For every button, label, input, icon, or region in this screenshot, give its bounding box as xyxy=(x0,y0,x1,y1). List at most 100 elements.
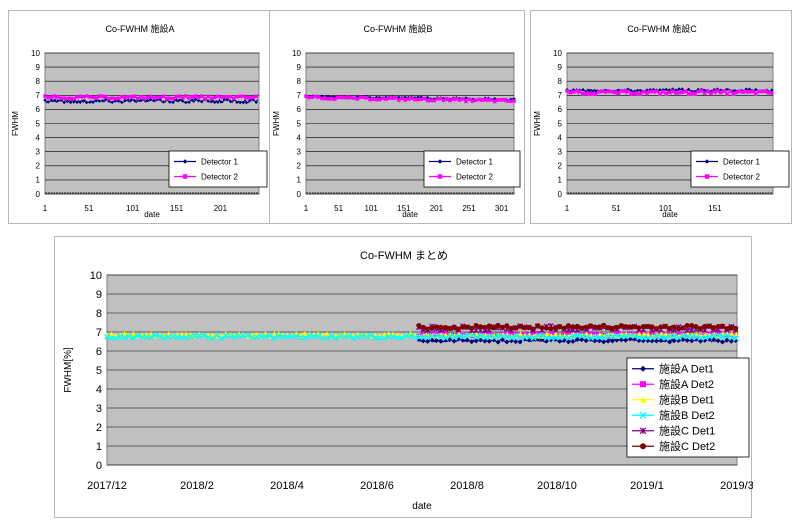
data-point xyxy=(384,97,388,101)
data-point xyxy=(420,334,427,341)
data-point xyxy=(473,323,479,329)
data-point xyxy=(689,338,695,344)
data-point xyxy=(651,89,656,94)
data-point xyxy=(429,325,435,331)
data-point xyxy=(606,89,611,93)
data-point xyxy=(640,334,647,341)
data-point xyxy=(171,100,175,105)
data-point xyxy=(126,94,130,99)
data-point xyxy=(448,98,452,103)
data-point xyxy=(403,95,407,100)
data-point xyxy=(455,336,461,342)
data-point xyxy=(684,323,690,329)
data-point xyxy=(455,326,461,332)
data-point xyxy=(731,91,736,96)
data-point xyxy=(139,98,143,103)
data-point xyxy=(667,333,674,339)
data-point xyxy=(552,334,559,341)
x-tick-label: 2019/3 xyxy=(720,480,753,492)
data-point xyxy=(658,337,664,343)
data-point xyxy=(425,326,431,332)
data-point xyxy=(561,325,567,331)
data-point xyxy=(526,334,533,341)
data-point xyxy=(425,98,430,103)
data-point xyxy=(521,325,527,331)
data-point xyxy=(583,333,590,340)
data-point xyxy=(177,94,182,98)
data-point xyxy=(530,334,537,341)
y-tick-label: 2 xyxy=(558,162,563,171)
data-point xyxy=(438,333,445,340)
data-point xyxy=(275,332,282,339)
data-point xyxy=(662,335,669,342)
data-point xyxy=(271,335,278,341)
data-point xyxy=(712,89,716,94)
data-point xyxy=(603,90,608,94)
data-point xyxy=(190,94,194,99)
y-tick-label: 0 xyxy=(36,190,41,199)
data-point xyxy=(632,91,636,96)
data-point xyxy=(614,324,620,330)
data-point xyxy=(235,94,239,99)
data-point xyxy=(706,89,710,93)
data-point xyxy=(139,95,143,99)
data-point xyxy=(658,88,662,92)
y-tick-label: 9 xyxy=(36,63,41,72)
data-point xyxy=(689,333,696,340)
data-point xyxy=(413,97,417,102)
data-point xyxy=(649,324,655,330)
data-point xyxy=(339,95,343,99)
data-point xyxy=(442,337,448,343)
data-point xyxy=(605,325,611,331)
data-point xyxy=(393,96,398,100)
series-1 xyxy=(43,97,259,105)
data-point xyxy=(441,98,446,103)
data-point xyxy=(464,99,468,104)
data-point xyxy=(616,91,620,96)
data-point xyxy=(473,98,478,103)
data-point xyxy=(596,324,602,330)
y-tick-label: 8 xyxy=(558,77,563,86)
data-point xyxy=(469,339,475,345)
data-point xyxy=(539,325,545,331)
data-point xyxy=(155,95,159,100)
data-point xyxy=(315,333,322,339)
data-point xyxy=(605,338,611,344)
data-point xyxy=(493,99,497,104)
data-point xyxy=(477,324,483,330)
data-point xyxy=(121,334,128,341)
data-point xyxy=(200,332,207,339)
legend-marker xyxy=(437,174,443,179)
y-tick-label: 7 xyxy=(297,91,302,100)
data-point xyxy=(622,89,627,93)
data-point xyxy=(509,99,513,103)
data-point xyxy=(469,325,475,331)
legend-box xyxy=(423,150,521,188)
data-point xyxy=(601,322,607,328)
data-point xyxy=(390,96,395,100)
data-point xyxy=(254,94,258,99)
data-point xyxy=(442,335,449,342)
data-point xyxy=(451,334,458,341)
data-point xyxy=(697,326,703,332)
y-tick-label: 2 xyxy=(297,162,302,171)
data-point xyxy=(174,94,178,99)
data-point xyxy=(164,96,169,101)
data-point xyxy=(132,94,137,99)
data-point xyxy=(387,96,391,100)
y-tick-label: 1 xyxy=(96,441,102,453)
data-point xyxy=(438,96,443,101)
data-point xyxy=(184,100,188,105)
data-point xyxy=(486,333,493,340)
legend-marker xyxy=(437,159,443,164)
data-point xyxy=(715,89,720,93)
data-point xyxy=(346,333,352,339)
data-point xyxy=(84,100,89,105)
data-point xyxy=(626,89,630,94)
legend-label: Detector 1 xyxy=(201,157,238,166)
data-point xyxy=(690,91,694,96)
data-point xyxy=(429,330,435,336)
data-point xyxy=(766,91,771,95)
data-point xyxy=(719,339,725,345)
data-point xyxy=(126,333,132,340)
